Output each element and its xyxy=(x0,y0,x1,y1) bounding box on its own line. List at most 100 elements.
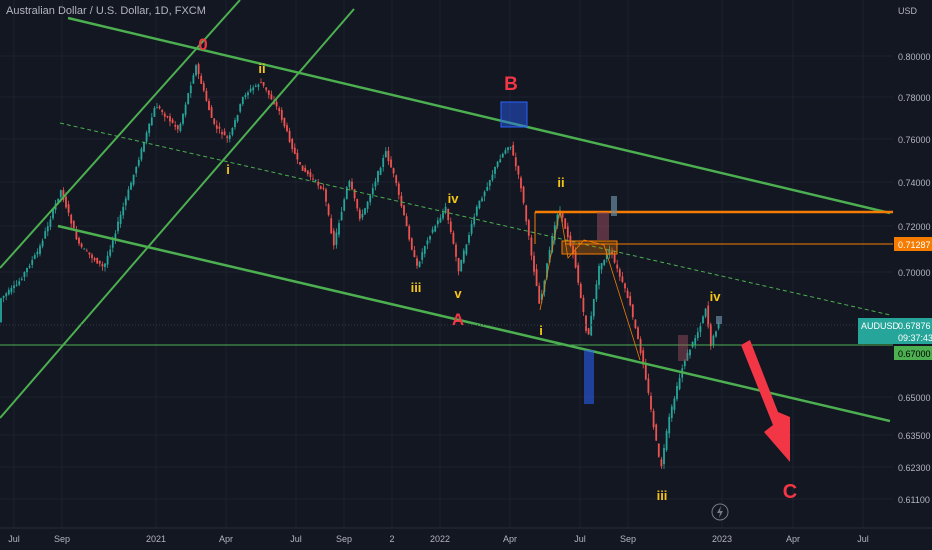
wave-label: A xyxy=(452,310,464,329)
candle-body xyxy=(262,82,265,86)
candle-body xyxy=(36,251,39,255)
candle-body xyxy=(44,231,47,239)
candle-body xyxy=(397,183,400,195)
wave-label: ii xyxy=(557,175,564,190)
y-tick-label: 0.76000 xyxy=(898,135,931,145)
candle-body xyxy=(369,195,372,203)
candle-body xyxy=(278,108,281,112)
candle-body xyxy=(39,245,41,254)
candle-body xyxy=(426,240,429,245)
candle-body xyxy=(150,117,153,126)
pink-box-small xyxy=(678,335,688,361)
candle-body xyxy=(673,398,676,410)
wave-label: i xyxy=(539,323,543,338)
candle-body xyxy=(530,237,533,256)
candle-body xyxy=(52,209,54,219)
x-tick-label: Sep xyxy=(620,534,636,544)
candle-body xyxy=(332,230,335,246)
candle-body xyxy=(26,268,28,273)
candle-body xyxy=(218,126,221,129)
candle-body xyxy=(600,263,603,270)
candle-body xyxy=(486,187,489,191)
candle-body xyxy=(195,65,197,76)
candle-body xyxy=(325,189,327,202)
candle-body xyxy=(634,319,637,329)
candle-body xyxy=(465,244,468,255)
candle-body xyxy=(663,448,665,465)
x-tick-label: 2023 xyxy=(712,534,732,544)
symbol-label: AUDUSD xyxy=(861,321,900,331)
x-tick-label: 2 xyxy=(389,534,394,544)
candle-body xyxy=(293,147,296,154)
candle-body xyxy=(23,272,26,278)
candle-body xyxy=(366,201,369,209)
wave-label: B xyxy=(504,74,518,95)
candle-body xyxy=(283,117,286,127)
candle-body xyxy=(377,170,379,182)
candle-body xyxy=(101,264,104,267)
candle-body xyxy=(314,179,317,181)
candle-body xyxy=(564,218,567,229)
candle-body xyxy=(574,251,577,268)
candle-body xyxy=(644,363,647,380)
candle-body xyxy=(371,188,374,195)
candle-body xyxy=(382,157,385,168)
candle-body xyxy=(59,190,62,198)
candle-body xyxy=(353,189,356,199)
candle-body xyxy=(187,93,190,105)
candle-body xyxy=(665,431,668,451)
candle-body xyxy=(405,216,408,227)
candle-body xyxy=(358,209,361,219)
y-axis-unit: USD xyxy=(898,6,918,16)
orange-wave-path xyxy=(539,209,641,361)
candle-body xyxy=(330,218,333,234)
candle-body xyxy=(114,233,117,240)
candle-body xyxy=(20,278,23,280)
candle-body xyxy=(124,198,127,206)
candle-body xyxy=(169,116,171,122)
candle-body xyxy=(62,190,65,200)
candle-body xyxy=(163,113,166,117)
wave-label: iii xyxy=(411,280,422,295)
candle-body xyxy=(400,195,403,207)
candle-body xyxy=(488,180,491,186)
candle-body xyxy=(288,130,291,142)
candle-body xyxy=(390,159,392,168)
candle-body xyxy=(436,220,439,225)
candle-body xyxy=(260,82,262,84)
candle-body xyxy=(132,174,135,185)
candle-body xyxy=(455,244,457,257)
candle-body xyxy=(319,186,322,189)
current-price-tag xyxy=(858,318,932,344)
candle-body xyxy=(208,101,210,110)
y-tick-label: 0.61100 xyxy=(898,495,930,505)
candle-body xyxy=(595,284,598,300)
candle-body xyxy=(652,410,655,428)
candle-body xyxy=(587,328,590,335)
candle-body xyxy=(70,214,73,224)
candle-body xyxy=(210,107,213,118)
candle-body xyxy=(483,191,486,197)
candle-body xyxy=(403,205,405,216)
candle-body xyxy=(621,276,624,282)
candle-body xyxy=(267,90,270,95)
candle-body xyxy=(275,101,278,107)
candle-body xyxy=(335,232,338,245)
candle-body xyxy=(78,237,80,244)
candle-body xyxy=(96,257,99,264)
candle-body xyxy=(434,225,437,232)
candle-body xyxy=(410,238,413,250)
candle-body xyxy=(176,125,179,130)
candle-body xyxy=(322,187,325,189)
candle-body xyxy=(514,157,517,167)
candle-body xyxy=(655,424,658,441)
candle-body xyxy=(590,316,593,336)
candle-body xyxy=(306,170,309,174)
candle-body xyxy=(429,236,431,240)
candle-body xyxy=(522,186,525,203)
candle-body xyxy=(384,151,387,158)
y-tick-label: 0.65000 xyxy=(898,393,931,403)
midline-dashed xyxy=(59,122,891,316)
